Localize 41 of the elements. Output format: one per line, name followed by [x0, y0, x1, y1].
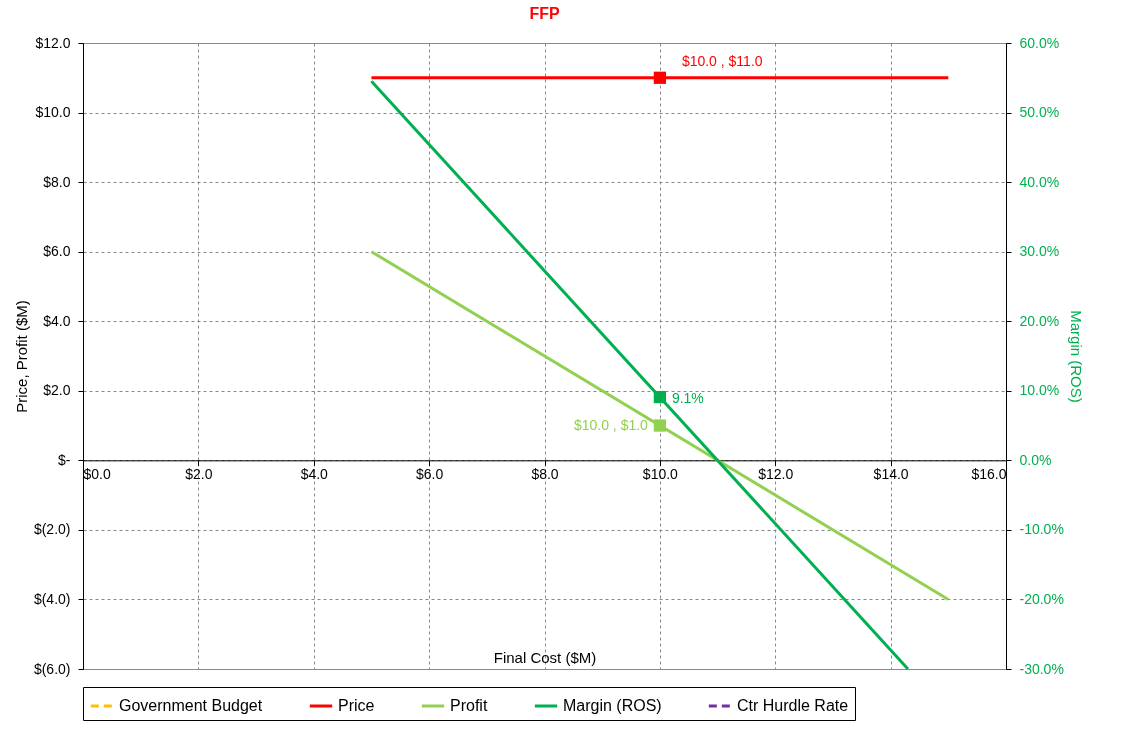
x-tick-label: $16.0	[971, 465, 1007, 482]
x-tick-label: $14.0	[873, 465, 909, 482]
x-tick-label: $6.0	[416, 465, 444, 482]
x-tick-label: $4.0	[300, 465, 329, 482]
y2-tick-label: 20.0%	[1019, 312, 1060, 329]
x-tick-label: $12.0	[758, 465, 794, 482]
y-tick-label: $-	[58, 451, 71, 468]
legend-label: Ctr Hurdle Rate	[737, 697, 849, 714]
legend-label: Margin (ROS)	[563, 697, 662, 714]
legend-label: Profit	[450, 697, 488, 714]
y-tick-label: $2.0	[43, 382, 71, 399]
y-tick-label: $(2.0)	[33, 521, 71, 538]
y-tick-label: $(6.0)	[33, 660, 71, 677]
y2-tick-label: -20.0%	[1019, 590, 1064, 607]
x-tick-label: $10.0	[642, 465, 679, 482]
y2-tick-label: 0.0%	[1019, 451, 1052, 468]
y2-tick-label: -30.0%	[1019, 660, 1064, 677]
data-label: $10.0 , $11.0	[681, 52, 763, 69]
legend-label: Government Budget	[119, 697, 263, 714]
y-axis-title: Price, Profit ($M)	[12, 300, 30, 413]
x-tick-label: $2.0	[185, 465, 213, 482]
chart-title: FFP	[529, 5, 560, 22]
y2-tick-label: 50.0%	[1019, 104, 1060, 121]
data-label: $10.0 , $1.0	[573, 416, 649, 433]
y2-tick-label: 10.0%	[1019, 382, 1060, 399]
x-tick-label: $0.0	[83, 465, 111, 482]
y2-tick-label: 60.0%	[1019, 34, 1060, 51]
y2-tick-label: 40.0%	[1019, 173, 1060, 190]
x-tick-label: $8.0	[531, 465, 559, 482]
y-tick-label: $12.0	[35, 34, 71, 51]
y2-axis-title: Margin (ROS)	[1067, 310, 1085, 403]
data-label: 9.1%	[671, 390, 704, 407]
y-tick-label: $6.0	[43, 243, 71, 260]
y2-tick-label: 30.0%	[1019, 243, 1060, 260]
x-axis-title: Final Cost ($M)	[493, 648, 597, 666]
y2-tick-label: -10.0%	[1019, 521, 1064, 538]
y-tick-label: $10.0	[35, 104, 71, 121]
y-tick-label: $8.0	[43, 173, 71, 190]
legend-label: Price	[338, 697, 375, 714]
y-tick-label: $(4.0)	[33, 590, 71, 607]
y-tick-label: $4.0	[43, 312, 71, 329]
